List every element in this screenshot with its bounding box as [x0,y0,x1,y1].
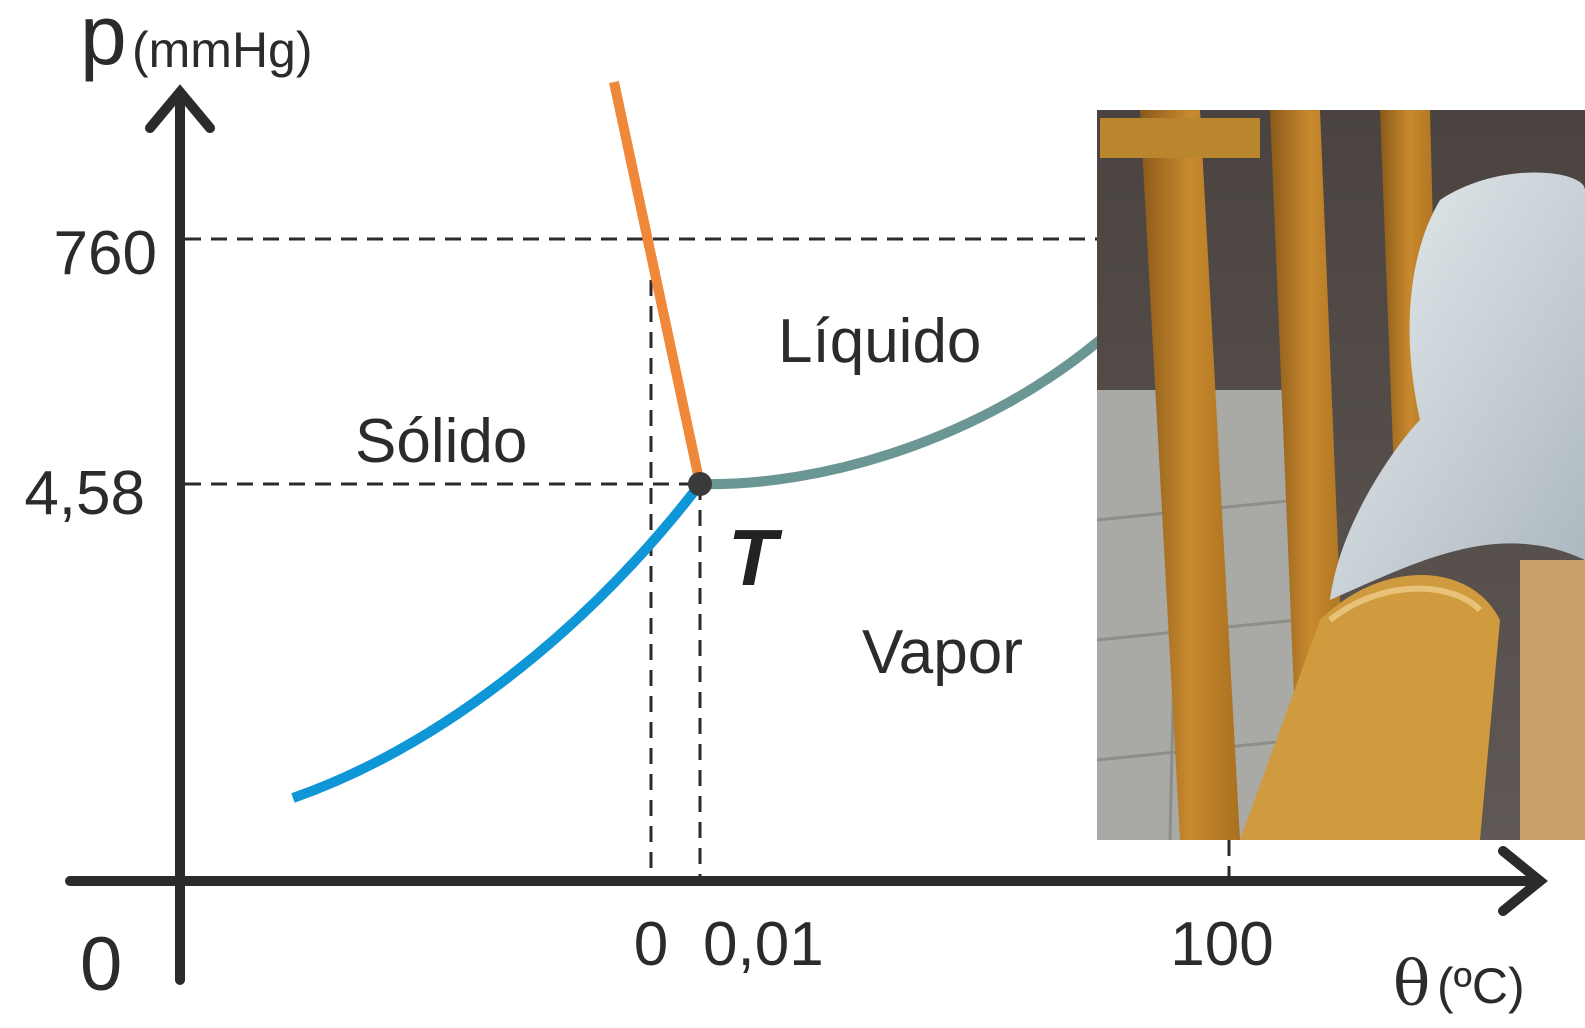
origin-label: 0 [80,922,122,1007]
region-solid-label: Sólido [355,407,527,476]
x-axis-arrowhead [1498,846,1548,916]
region-liquid-label: Líquido [778,307,981,376]
triple-point-label: T [728,513,783,602]
y-tick-760: 760 [54,219,157,288]
fusion-curve [609,80,705,486]
vaporization-curve [699,336,1104,490]
y-axis-arrowhead [145,84,215,133]
axes [65,84,1548,985]
x-axis-unit: (ºC) [1437,958,1525,1014]
x-axis-symbol: θ [1393,947,1430,1020]
x-tick-0-01: 0,01 [703,910,824,979]
triple-point-marker [688,472,712,496]
x-tick-100: 100 [1170,910,1273,979]
y-tick-458: 4,58 [24,459,145,528]
y-axis-symbol: p [80,0,127,82]
y-axis-unit: (mmHg) [132,22,313,78]
region-vapor-label: Vapor [862,618,1023,687]
x-tick-0: 0 [634,910,668,979]
photo-inset [1097,110,1585,840]
sublimation-curve [291,480,704,803]
